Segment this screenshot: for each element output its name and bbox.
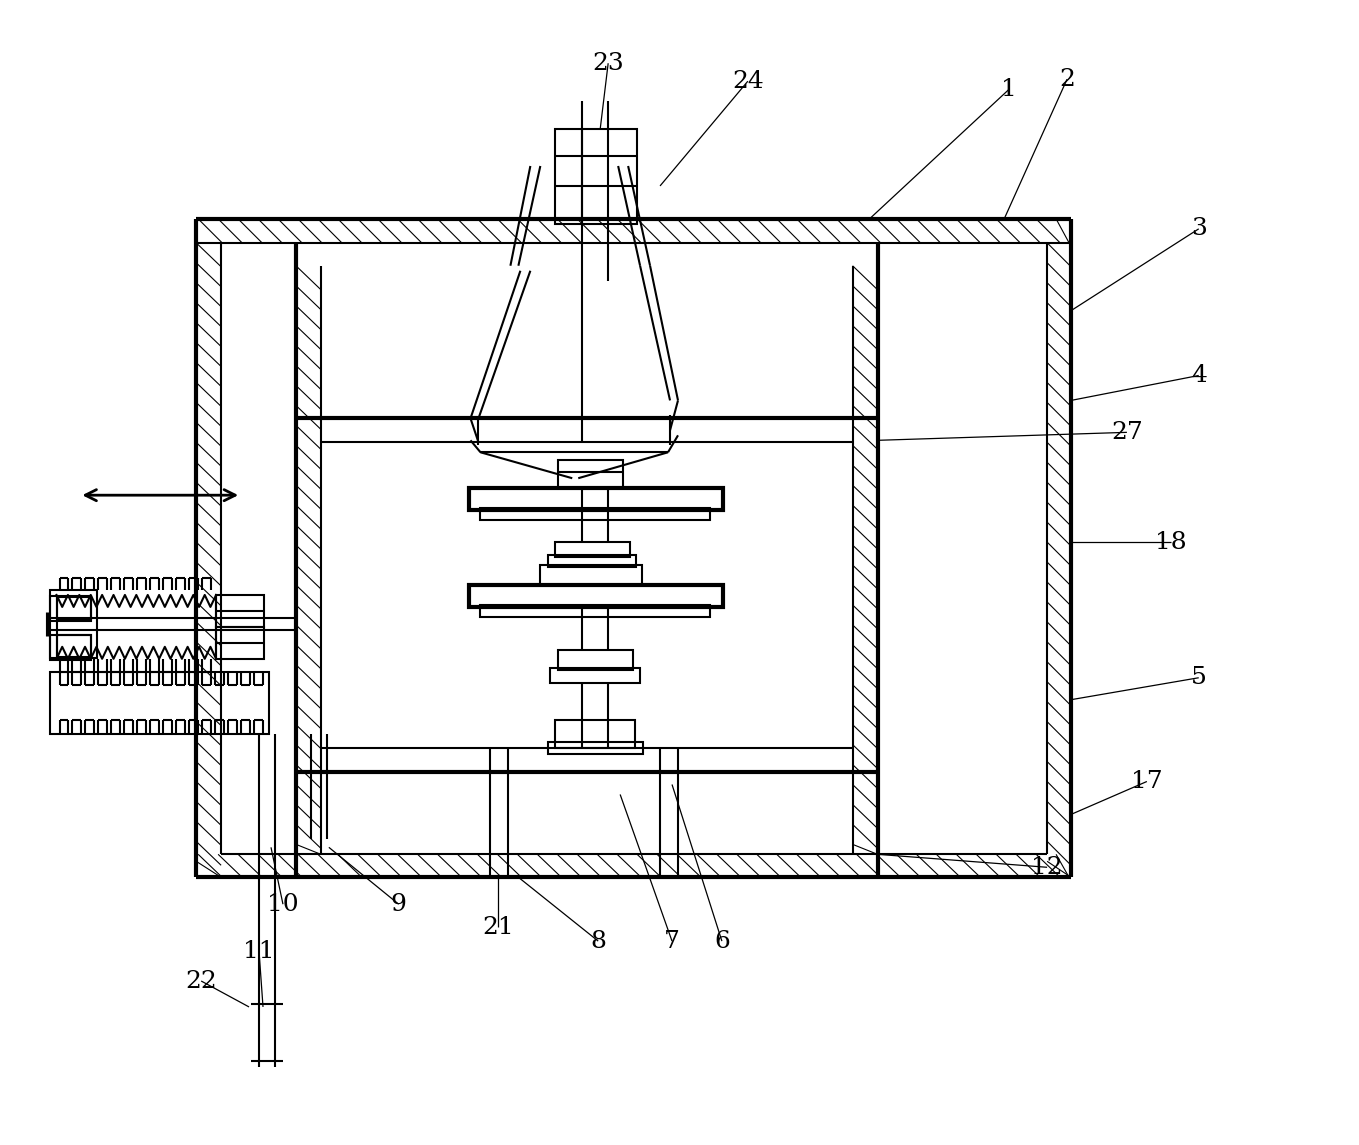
Text: 24: 24 <box>733 70 764 93</box>
Bar <box>49 672 269 734</box>
Text: 4: 4 <box>1190 364 1207 387</box>
Text: 21: 21 <box>482 916 514 939</box>
Text: 12: 12 <box>1031 855 1063 878</box>
Text: 23: 23 <box>593 52 624 74</box>
Bar <box>548 742 643 753</box>
Bar <box>559 650 633 670</box>
Bar <box>548 555 636 567</box>
Text: 11: 11 <box>243 940 275 963</box>
Bar <box>556 129 637 224</box>
Text: 22: 22 <box>185 970 217 993</box>
Bar <box>49 634 91 660</box>
Text: 5: 5 <box>1190 666 1207 689</box>
Text: 3: 3 <box>1190 218 1207 240</box>
Bar <box>559 460 624 488</box>
Bar <box>49 595 91 621</box>
Text: 6: 6 <box>713 930 730 953</box>
Bar <box>550 668 640 682</box>
Text: 10: 10 <box>268 893 299 916</box>
Bar <box>469 585 723 607</box>
Bar <box>556 720 635 748</box>
Bar <box>469 488 723 511</box>
Bar <box>57 597 91 619</box>
Bar <box>481 605 709 617</box>
Text: 27: 27 <box>1112 421 1143 444</box>
Bar <box>556 542 631 556</box>
Bar <box>49 590 98 657</box>
Bar <box>216 626 264 658</box>
Text: 8: 8 <box>590 930 606 953</box>
Text: 9: 9 <box>391 893 406 916</box>
Text: 7: 7 <box>665 930 680 953</box>
Bar <box>216 595 264 626</box>
Text: 1: 1 <box>1002 78 1017 101</box>
Bar <box>481 508 709 520</box>
Bar <box>541 564 641 585</box>
Bar <box>57 634 91 657</box>
Text: 18: 18 <box>1155 530 1186 553</box>
Text: 17: 17 <box>1131 769 1163 793</box>
Text: 2: 2 <box>1059 68 1075 90</box>
